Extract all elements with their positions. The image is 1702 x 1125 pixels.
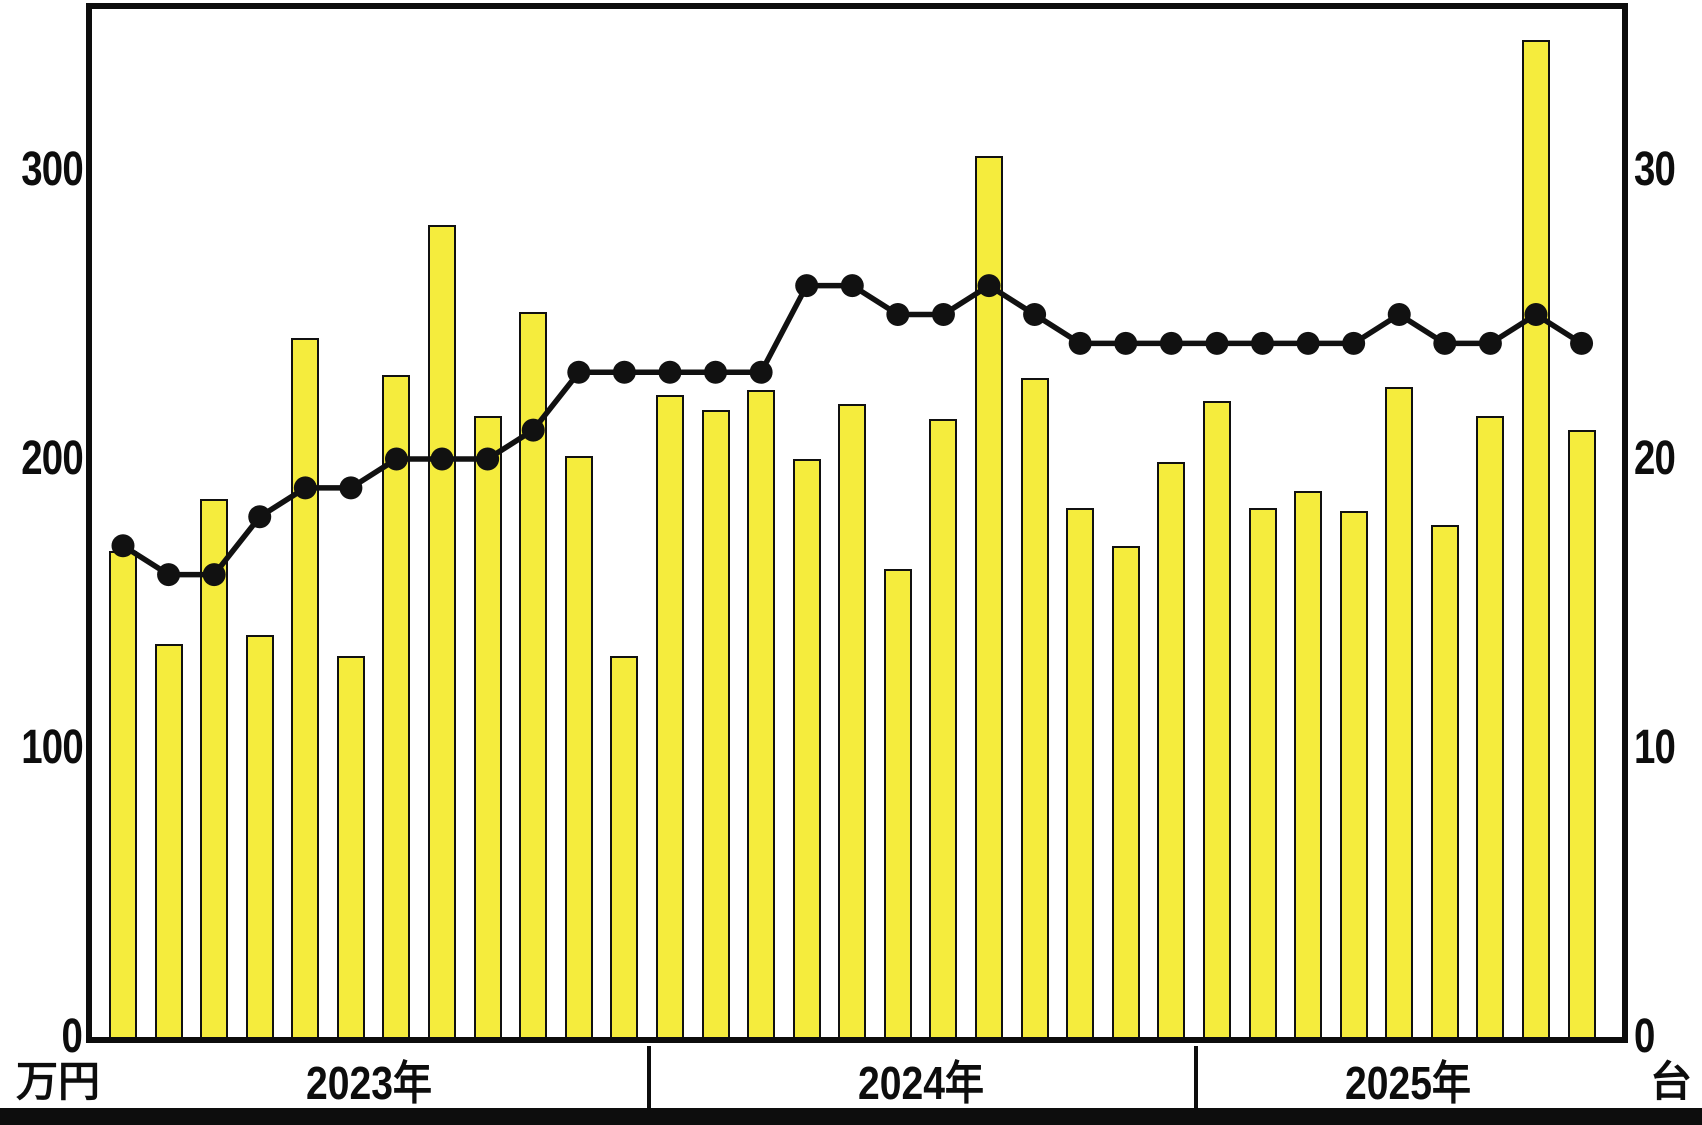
bar-month-15 xyxy=(747,390,776,1037)
bar-month-4 xyxy=(245,635,274,1037)
y-tick-left-300: 300 xyxy=(21,143,83,196)
line-marker-16 xyxy=(795,274,819,298)
line-marker-25 xyxy=(1205,331,1229,355)
line-marker-5 xyxy=(293,476,317,500)
bar-month-2 xyxy=(154,644,183,1037)
line-marker-8 xyxy=(430,447,454,471)
left-axis-unit-label: 万円 xyxy=(16,1058,101,1105)
line-marker-11 xyxy=(567,360,591,384)
bar-month-24 xyxy=(1157,462,1186,1037)
y-tick-right-20: 20 xyxy=(1634,432,1676,485)
line-marker-17 xyxy=(840,274,864,298)
line-marker-4 xyxy=(248,505,272,529)
y-tick-left-0: 0 xyxy=(61,1010,82,1063)
year-divider-2 xyxy=(1194,1046,1198,1108)
right-axis-unit-label: 台 xyxy=(1650,1058,1693,1105)
line-marker-14 xyxy=(704,360,728,384)
bar-month-27 xyxy=(1294,491,1323,1037)
bar-month-8 xyxy=(428,225,457,1037)
line-marker-22 xyxy=(1068,331,1092,355)
y-tick-right-0: 0 xyxy=(1634,1010,1655,1063)
trend-line-path xyxy=(121,282,1584,578)
line-marker-6 xyxy=(339,476,363,500)
bar-month-21 xyxy=(1020,378,1049,1037)
bar-month-16 xyxy=(792,459,821,1037)
bar-month-12 xyxy=(610,656,639,1037)
bar-month-6 xyxy=(336,656,365,1037)
bar-month-32 xyxy=(1521,40,1550,1037)
bar-month-9 xyxy=(473,416,502,1037)
line-marker-2 xyxy=(157,563,181,587)
y-tick-right-30: 30 xyxy=(1634,143,1676,196)
bar-month-26 xyxy=(1248,508,1277,1037)
bar-month-28 xyxy=(1339,511,1368,1037)
bar-month-17 xyxy=(838,404,867,1037)
bar-month-22 xyxy=(1066,508,1095,1037)
line-marker-10 xyxy=(521,418,545,442)
y-tick-left-200: 200 xyxy=(21,432,83,485)
bar-month-20 xyxy=(975,156,1004,1037)
plot-area xyxy=(86,3,1628,1043)
bar-month-33 xyxy=(1567,430,1596,1037)
line-marker-21 xyxy=(1023,303,1047,326)
bar-month-5 xyxy=(291,338,320,1037)
line-marker-23 xyxy=(1114,331,1138,355)
trend-line xyxy=(111,274,1594,587)
bar-month-29 xyxy=(1385,387,1414,1037)
line-marker-28 xyxy=(1342,331,1366,355)
line-marker-15 xyxy=(749,360,773,384)
y-tick-left-100: 100 xyxy=(21,721,83,774)
bar-month-13 xyxy=(655,395,684,1037)
line-marker-9 xyxy=(476,447,500,471)
year-divider-1 xyxy=(647,1046,651,1108)
line-marker-27 xyxy=(1296,331,1320,355)
bar-month-7 xyxy=(382,375,411,1037)
bar-month-31 xyxy=(1476,416,1505,1037)
line-marker-30 xyxy=(1433,331,1457,355)
bar-month-14 xyxy=(701,410,730,1037)
year-label-2023: 2023年 xyxy=(305,1057,433,1109)
bar-month-25 xyxy=(1202,401,1231,1037)
line-marker-29 xyxy=(1387,303,1411,326)
line-marker-20 xyxy=(977,274,1001,298)
line-marker-31 xyxy=(1478,331,1502,355)
line-marker-19 xyxy=(931,303,955,326)
bar-month-19 xyxy=(929,419,958,1037)
year-label-2024: 2024年 xyxy=(857,1057,985,1109)
bar-month-30 xyxy=(1430,525,1459,1037)
bar-month-23 xyxy=(1111,546,1140,1037)
bar-month-3 xyxy=(200,499,229,1037)
line-marker-1 xyxy=(111,534,135,558)
bar-month-18 xyxy=(883,569,912,1037)
year-label-2025: 2025年 xyxy=(1344,1057,1472,1109)
line-marker-12 xyxy=(612,360,636,384)
line-marker-3 xyxy=(202,563,226,587)
y-tick-right-10: 10 xyxy=(1634,721,1676,774)
line-marker-26 xyxy=(1251,331,1274,355)
line-marker-33 xyxy=(1570,331,1594,355)
bottom-border-band xyxy=(0,1108,1702,1125)
line-marker-13 xyxy=(658,360,682,384)
bar-month-1 xyxy=(109,551,137,1037)
bar-month-11 xyxy=(564,456,593,1037)
line-marker-32 xyxy=(1524,303,1548,326)
line-marker-24 xyxy=(1159,331,1183,355)
plot-canvas xyxy=(92,9,1622,1037)
line-marker-7 xyxy=(384,447,408,471)
line-marker-18 xyxy=(886,303,910,326)
